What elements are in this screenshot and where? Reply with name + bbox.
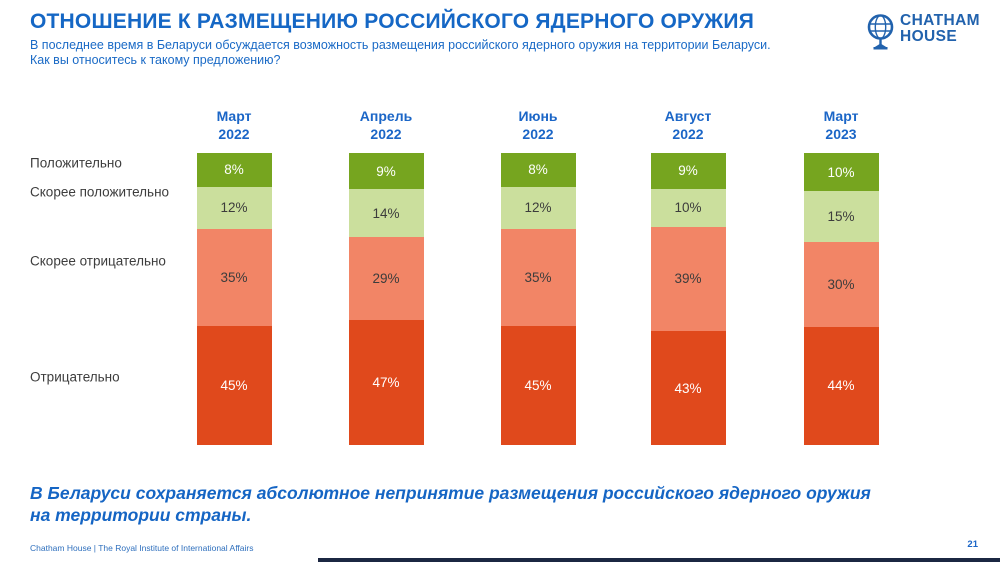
- chatham-house-logo: CHATHAM HOUSE: [865, 13, 980, 55]
- bar-segment: 43%: [650, 331, 726, 445]
- column-header-line: 2022: [370, 125, 402, 142]
- bar-segment: 12%: [196, 186, 272, 230]
- bar-segment: 29%: [348, 236, 424, 320]
- bar-segment: 12%: [500, 186, 576, 230]
- bar-segment: 8%: [196, 153, 272, 187]
- footer-text: Chatham House | The Royal Institute of I…: [30, 543, 254, 553]
- bar-segment: 47%: [348, 319, 424, 445]
- row-label: Отрицательно: [30, 369, 120, 385]
- row-label: Скорее отрицательно: [30, 253, 166, 268]
- column-header: Апрель 2022: [310, 106, 462, 148]
- bar-segment: 9%: [650, 153, 726, 189]
- row-label: Скорее положительно: [30, 184, 170, 200]
- subtitle-line2: Как вы относитесь к такому предложению?: [30, 53, 281, 67]
- bar-segment: 10%: [650, 188, 726, 227]
- subtitle: В последнее время в Беларуси обсуждается…: [30, 38, 771, 68]
- chart-column: Апрель 2022 9% 14% 29% 47%: [310, 106, 462, 445]
- page-number: 21: [967, 539, 978, 550]
- stacked-bar: 9% 14% 29% 47%: [348, 153, 424, 445]
- column-header-line: 2023: [825, 125, 857, 142]
- globe-icon: [865, 13, 896, 55]
- takeaway-text: В Беларуси сохраняется абсолютное неприн…: [30, 483, 871, 526]
- logo-text: CHATHAM HOUSE: [900, 13, 980, 44]
- bar-segment: 30%: [803, 241, 879, 327]
- chart-column: Март 2023 10% 15% 30% 44%: [765, 106, 917, 445]
- column-header: Март 2022: [158, 106, 310, 148]
- subtitle-line1: В последнее время в Беларуси обсуждается…: [30, 38, 771, 52]
- bar-segment: 15%: [803, 191, 879, 242]
- stacked-bar: 8% 12% 35% 45%: [196, 153, 272, 446]
- chart-column: Июнь 2022 8% 12% 35% 45%: [462, 106, 614, 446]
- bar-segment: 14%: [348, 189, 424, 237]
- chart-column: Март 2022 8% 12% 35% 45%: [158, 106, 310, 446]
- column-header-line: 2022: [672, 125, 704, 142]
- column-header: Март 2023: [765, 106, 917, 148]
- bottom-accent-bar: [318, 558, 1000, 562]
- takeaway-line2: на территории страны.: [30, 504, 252, 525]
- page-title: ОТНОШЕНИЕ К РАЗМЕЩЕНИЮ РОССИЙСКОГО ЯДЕРН…: [30, 10, 755, 33]
- bar-segment: 9%: [348, 153, 424, 190]
- bar-segment: 44%: [803, 326, 879, 445]
- bar-segment: 35%: [500, 229, 576, 326]
- stacked-bar: 9% 10% 39% 43%: [650, 153, 726, 445]
- column-header-line: Март: [823, 108, 859, 124]
- bar-segment: 39%: [650, 226, 726, 332]
- column-header-line: Июнь: [518, 108, 558, 124]
- logo-line1: CHATHAM: [900, 12, 980, 29]
- chart: Март 2022 8% 12% 35% 45% Апрель 2022 9% 14% 29% 47%…: [0, 106, 1000, 446]
- column-header: Июнь 2022: [462, 106, 614, 148]
- bar-segment: 35%: [196, 229, 272, 326]
- bar-segment: 45%: [500, 325, 576, 446]
- column-header-line: Апрель: [359, 108, 413, 124]
- column-header-line: 2022: [522, 125, 554, 142]
- chart-column: Август 2022 9% 10% 39% 43%: [612, 106, 764, 445]
- column-header-line: Август: [664, 108, 712, 124]
- takeaway-line1: В Беларуси сохраняется абсолютное неприн…: [30, 483, 871, 503]
- bar-segment: 10%: [803, 153, 879, 192]
- bar-segment: 45%: [196, 325, 272, 446]
- column-header: Август 2022: [612, 106, 764, 148]
- logo-line2: HOUSE: [900, 27, 958, 45]
- column-header-line: 2022: [218, 125, 250, 142]
- row-label: Положительно: [30, 155, 122, 171]
- stacked-bar: 8% 12% 35% 45%: [500, 153, 576, 446]
- bar-segment: 8%: [500, 153, 576, 187]
- column-header-line: Март: [216, 108, 252, 124]
- stacked-bar: 10% 15% 30% 44%: [803, 153, 879, 445]
